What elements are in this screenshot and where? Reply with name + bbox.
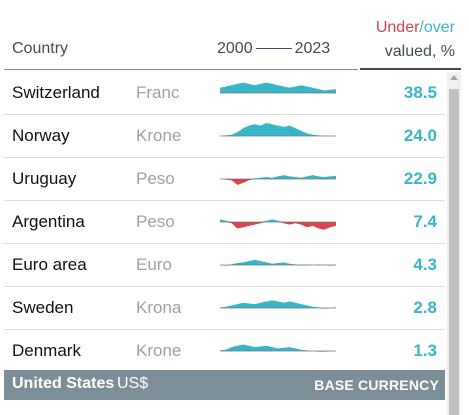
header-divider bbox=[4, 69, 358, 70]
sparkline-overvalued-area bbox=[220, 123, 336, 136]
country-name: Denmark bbox=[12, 341, 81, 360]
valuation-value: 4.3 bbox=[413, 255, 437, 274]
table-row[interactable]: Norway Krone 24.0 bbox=[4, 115, 445, 158]
sparkline-overvalued-area bbox=[220, 300, 336, 308]
sparkline-overvalued-area bbox=[220, 344, 336, 351]
sparkline-overvalued-area bbox=[220, 82, 336, 93]
country-name: Uruguay bbox=[12, 169, 77, 188]
currency-name: Peso bbox=[136, 212, 175, 231]
table-row[interactable]: Euro area Euro 4.3 bbox=[4, 244, 445, 287]
valuation-value: 22.9 bbox=[403, 169, 437, 188]
valuation-value: 7.4 bbox=[413, 212, 437, 231]
currency-name: Krona bbox=[136, 298, 182, 317]
currency-name: Krone bbox=[136, 341, 182, 360]
table-row[interactable]: Argentina Peso 7.4 bbox=[4, 201, 445, 244]
year-range-line bbox=[255, 48, 292, 50]
table-row[interactable]: Denmark Krone 1.3 bbox=[4, 330, 445, 372]
column-header-country[interactable]: Country bbox=[12, 40, 69, 57]
year-end: 2023 bbox=[294, 40, 331, 57]
column-header-value[interactable]: Under/over valued, % bbox=[376, 16, 455, 64]
slash-label: / bbox=[419, 19, 424, 36]
table-header: Country 2000 2023 Under/over valued, % bbox=[0, 0, 469, 72]
country-name: Sweden bbox=[12, 298, 74, 317]
country-name: Switzerland bbox=[12, 83, 100, 102]
scrollbar-thumb[interactable] bbox=[449, 89, 459, 415]
valuation-value: 1.3 bbox=[413, 341, 437, 360]
table-row[interactable]: Sweden Krona 2.8 bbox=[4, 287, 445, 330]
sparkline-undervalued-area bbox=[220, 179, 336, 185]
valuation-value: 38.5 bbox=[403, 83, 437, 102]
currency-name: Krone bbox=[136, 126, 182, 145]
sparkline bbox=[220, 259, 336, 266]
base-currency-row[interactable]: United States US$ BASE CURRENCY bbox=[4, 370, 445, 400]
table-body: Switzerland Franc 38.5 Norway Krone 24.0… bbox=[4, 72, 445, 372]
sparkline-overvalued-area bbox=[220, 259, 336, 265]
valuation-value: 2.8 bbox=[413, 298, 437, 317]
column-header-years: 2000 2023 bbox=[217, 40, 330, 58]
valuation-value: 24.0 bbox=[403, 126, 437, 145]
sparkline bbox=[220, 175, 336, 185]
currency-name: Franc bbox=[136, 83, 180, 102]
sparkline-overvalued-area bbox=[220, 219, 336, 222]
vertical-scrollbar[interactable] bbox=[447, 72, 461, 415]
table-row[interactable]: Uruguay Peso 22.9 bbox=[4, 158, 445, 201]
over-label: over bbox=[423, 19, 455, 36]
sparkline-undervalued-area bbox=[220, 222, 336, 230]
sort-indicator bbox=[360, 68, 461, 70]
sparkline bbox=[220, 344, 336, 352]
currency-name: Euro bbox=[136, 255, 172, 274]
country-name: Euro area bbox=[12, 255, 87, 274]
country-name: Norway bbox=[12, 126, 70, 145]
base-currency-label: BASE CURRENCY bbox=[314, 377, 439, 393]
sparkline bbox=[220, 123, 336, 137]
under-label: Under bbox=[375, 19, 420, 36]
sparkline bbox=[220, 300, 336, 309]
sparkline bbox=[220, 219, 336, 230]
base-country-name: United States bbox=[12, 375, 115, 392]
table-row[interactable]: Switzerland Franc 38.5 bbox=[4, 72, 445, 115]
country-name: Argentina bbox=[12, 212, 85, 231]
base-currency-name: US$ bbox=[117, 375, 149, 392]
sparkline bbox=[220, 82, 336, 94]
value-header-line2: valued, % bbox=[384, 43, 455, 60]
currency-name: Peso bbox=[136, 169, 175, 188]
sparkline-overvalued-area bbox=[220, 175, 336, 179]
scroll-up-arrow-icon[interactable] bbox=[450, 75, 458, 80]
value-header-line1: Under/over bbox=[376, 16, 455, 40]
year-start: 2000 bbox=[217, 40, 253, 57]
